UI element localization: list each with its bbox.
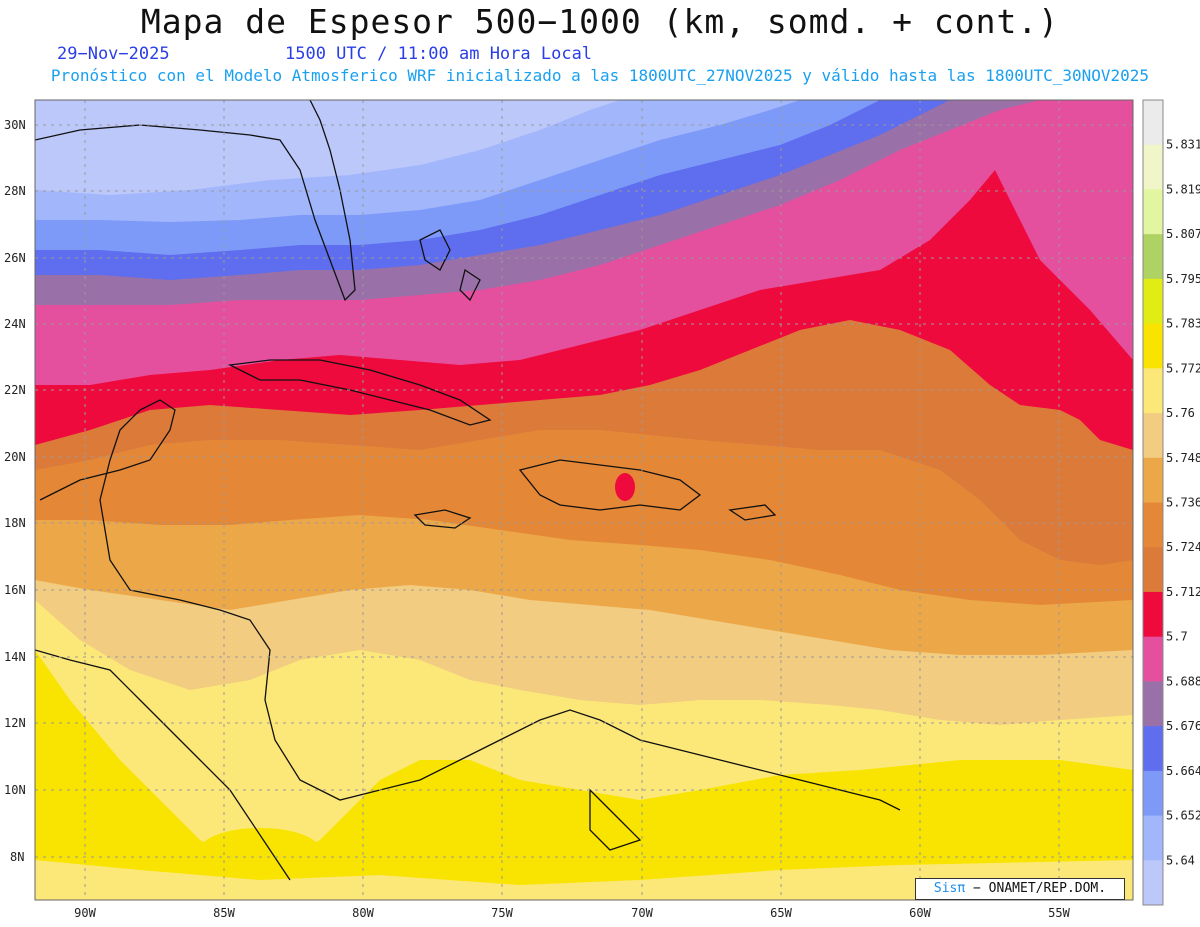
colorbar-label: 5.795 xyxy=(1166,272,1200,286)
lat-axis: 30N 28N 26N 24N 22N 20N 18N 16N 14N 12N … xyxy=(4,118,26,864)
colorbar-label: 5.676 xyxy=(1166,719,1200,733)
colorbar-label: 5.688 xyxy=(1166,674,1200,688)
lat-label: 18N xyxy=(4,516,26,530)
sis-logo: Sisπ xyxy=(933,881,966,896)
colorbar-label: 5.819 xyxy=(1166,182,1200,196)
colorbar-swatch xyxy=(1143,502,1163,548)
colorbar-label: 5.664 xyxy=(1166,764,1200,778)
graticule xyxy=(35,100,1133,900)
thickness-field xyxy=(35,100,1133,900)
colorbar-swatch xyxy=(1143,547,1163,593)
colorbar-label: 5.712 xyxy=(1166,585,1200,599)
colorbar-swatch xyxy=(1143,234,1163,280)
colorbar-label: 5.652 xyxy=(1166,809,1200,823)
map-frame xyxy=(34,99,1134,901)
colorbar-label: 5.783 xyxy=(1166,317,1200,331)
colorbar-label: 5.736 xyxy=(1166,496,1200,510)
credit-box: Sisπ − ONAMET/REP.DOM. xyxy=(915,878,1125,900)
lon-label: 55W xyxy=(1048,906,1070,920)
lat-label: 14N xyxy=(4,650,26,664)
colorbar-swatch xyxy=(1143,100,1163,146)
map-title: Mapa de Espesor 500−1000 (km, somd. + co… xyxy=(140,2,1060,41)
colorbar-label: 5.772 xyxy=(1166,361,1200,375)
lat-label: 16N xyxy=(4,583,26,597)
lat-label: 22N xyxy=(4,383,26,397)
lat-label: 20N xyxy=(4,450,26,464)
lon-label: 65W xyxy=(770,906,792,920)
hispaniola-patch xyxy=(615,473,635,501)
coastlines xyxy=(35,100,901,881)
colorbar-label: 5.7 xyxy=(1166,630,1188,644)
lon-label: 85W xyxy=(213,906,235,920)
colorbar-swatch xyxy=(1143,144,1163,190)
colorbar-swatch xyxy=(1143,815,1163,861)
forecast-time: 1500 UTC / 11:00 am Hora Local xyxy=(285,44,593,64)
colorbar-swatch xyxy=(1143,457,1163,503)
lat-label: 8N xyxy=(10,850,24,864)
colorbar-swatch xyxy=(1143,681,1163,727)
lon-axis: 90W 85W 80W 75W 70W 65W 60W 55W xyxy=(74,906,1070,920)
lat-label: 24N xyxy=(4,317,26,331)
colorbar-swatch xyxy=(1143,591,1163,638)
lat-label: 28N xyxy=(4,184,26,198)
colorbar-swatch xyxy=(1143,636,1163,682)
colorbar-frame xyxy=(1142,99,1164,906)
colorbar-swatch xyxy=(1143,189,1163,235)
lat-label: 26N xyxy=(4,251,26,265)
credit-text: − ONAMET/REP.DOM. xyxy=(965,881,1107,896)
colorbar-swatch xyxy=(1143,726,1163,772)
model-info: Pronóstico con el Modelo Atmosferico WRF… xyxy=(50,66,1150,85)
colorbar-swatch xyxy=(1143,368,1163,414)
colorbar-label: 5.724 xyxy=(1166,540,1200,554)
lat-label: 30N xyxy=(4,118,26,132)
lon-label: 75W xyxy=(491,906,513,920)
colorbar-label: 5.64 xyxy=(1166,853,1195,867)
colorbar-label: 5.76 xyxy=(1166,406,1195,420)
colorbar-label: 5.807 xyxy=(1166,227,1200,241)
band-lowest xyxy=(35,100,620,195)
lat-label: 12N xyxy=(4,716,26,730)
colorbar-label: 5.831 xyxy=(1166,138,1200,152)
colorbar-swatch xyxy=(1143,278,1163,325)
forecast-date: 29−Nov−2025 xyxy=(57,44,170,64)
colorbar-swatch xyxy=(1143,323,1163,369)
central-america-patch xyxy=(200,828,320,872)
colorbar-swatch xyxy=(1143,770,1163,817)
lat-label: 10N xyxy=(4,783,26,797)
colorbar-swatch xyxy=(1143,860,1163,906)
lon-label: 80W xyxy=(352,906,374,920)
lon-label: 60W xyxy=(909,906,931,920)
colorbar: 5.831 5.819 5.807 5.795 5.783 5.772 5.76 5.748 5… xyxy=(1142,99,1200,906)
colorbar-label: 5.748 xyxy=(1166,451,1200,465)
lon-label: 90W xyxy=(74,906,96,920)
colorbar-swatch xyxy=(1143,413,1163,459)
lon-label: 70W xyxy=(631,906,653,920)
